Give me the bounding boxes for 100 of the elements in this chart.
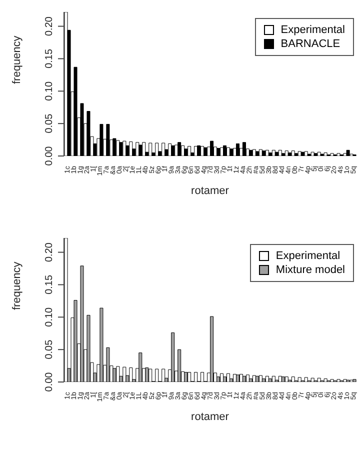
- bar: [317, 378, 321, 382]
- bar: [330, 153, 334, 156]
- y-tick-label: 0.10: [44, 306, 55, 327]
- bar: [184, 372, 188, 382]
- bar: [155, 142, 159, 156]
- bar: [336, 379, 340, 382]
- bar: [119, 142, 123, 156]
- bar: [310, 378, 314, 382]
- bar: [314, 153, 318, 156]
- y-tick-label: 0.05: [44, 339, 55, 360]
- bar: [284, 150, 288, 156]
- bar: [184, 148, 188, 156]
- y-tick-label: 0.15: [44, 48, 55, 68]
- bar: [171, 332, 175, 382]
- y-tick-label: 0.20: [44, 16, 55, 36]
- bar: [216, 376, 220, 382]
- bar: [324, 152, 328, 156]
- bar: [300, 152, 304, 156]
- bar: [226, 147, 230, 156]
- bar: [281, 153, 285, 156]
- legend-label: Mixture model: [276, 263, 345, 277]
- bar: [304, 151, 308, 156]
- bar: [129, 367, 133, 382]
- bar: [162, 368, 166, 382]
- bar: [226, 373, 230, 382]
- bar: [178, 349, 182, 382]
- bar: [200, 372, 204, 382]
- x-axis-title: rotamer: [191, 411, 230, 423]
- bar: [284, 376, 288, 382]
- bar: [242, 376, 246, 382]
- legend-label: Experimental: [280, 23, 345, 37]
- bar: [255, 151, 259, 156]
- y-tick-label: 0.20: [44, 242, 55, 262]
- y-axis-title: frequency: [10, 261, 23, 310]
- legend-label: Experimental: [276, 249, 340, 263]
- bar: [242, 142, 246, 156]
- bar: [155, 368, 159, 382]
- bar: [236, 143, 240, 156]
- bar: [298, 151, 302, 156]
- bar: [288, 152, 292, 156]
- bar: [188, 372, 192, 382]
- bar: [210, 140, 214, 156]
- bar: [336, 153, 340, 156]
- bar: [252, 375, 256, 382]
- bar: [116, 366, 120, 382]
- bar: [204, 147, 208, 156]
- bar: [80, 266, 84, 382]
- y-tick-label: 0.00: [44, 146, 55, 166]
- bar: [330, 379, 334, 382]
- bar: [210, 316, 214, 382]
- bar: [252, 149, 256, 156]
- bar: [298, 377, 302, 382]
- bar: [352, 379, 356, 382]
- bar: [268, 378, 272, 382]
- bar: [262, 150, 266, 156]
- bar: [281, 376, 285, 382]
- bar: [145, 367, 149, 382]
- bar: [197, 145, 201, 156]
- bar: [126, 145, 130, 156]
- bar: [262, 378, 266, 382]
- bar: [304, 377, 308, 382]
- bar: [265, 376, 269, 382]
- y-tick-label: 0.10: [44, 80, 55, 101]
- bar: [86, 314, 90, 382]
- bar: [272, 150, 276, 156]
- bar: [142, 142, 146, 156]
- legend-label: BARNACLE: [280, 37, 340, 51]
- y-tick-label: 0.15: [44, 274, 55, 294]
- bar: [248, 150, 252, 156]
- bar: [112, 138, 116, 156]
- bar: [148, 368, 152, 382]
- bar: [236, 374, 240, 382]
- bar: [223, 145, 226, 156]
- bar: [291, 150, 295, 156]
- bar: [229, 148, 233, 156]
- bar: [138, 352, 142, 382]
- bar: [86, 110, 90, 156]
- bar: [106, 124, 110, 156]
- bar: [294, 153, 298, 156]
- bar: [112, 368, 116, 382]
- bar: [278, 150, 282, 156]
- bar: [343, 379, 347, 382]
- bar: [223, 376, 226, 382]
- bar: [272, 376, 276, 382]
- bar: [171, 145, 175, 156]
- y-tick-label: 0.00: [44, 372, 55, 392]
- bar: [248, 378, 252, 382]
- bar: [148, 142, 152, 156]
- bar: [100, 124, 104, 156]
- bar: [129, 141, 133, 156]
- bar: [265, 150, 269, 156]
- bar: [74, 66, 78, 156]
- bar: [138, 144, 142, 156]
- bar: [136, 142, 140, 156]
- bar: [220, 373, 224, 382]
- bar: [274, 152, 278, 156]
- bar: [188, 146, 192, 156]
- bar: [194, 372, 198, 382]
- bar: [100, 308, 104, 382]
- bar: [268, 152, 272, 156]
